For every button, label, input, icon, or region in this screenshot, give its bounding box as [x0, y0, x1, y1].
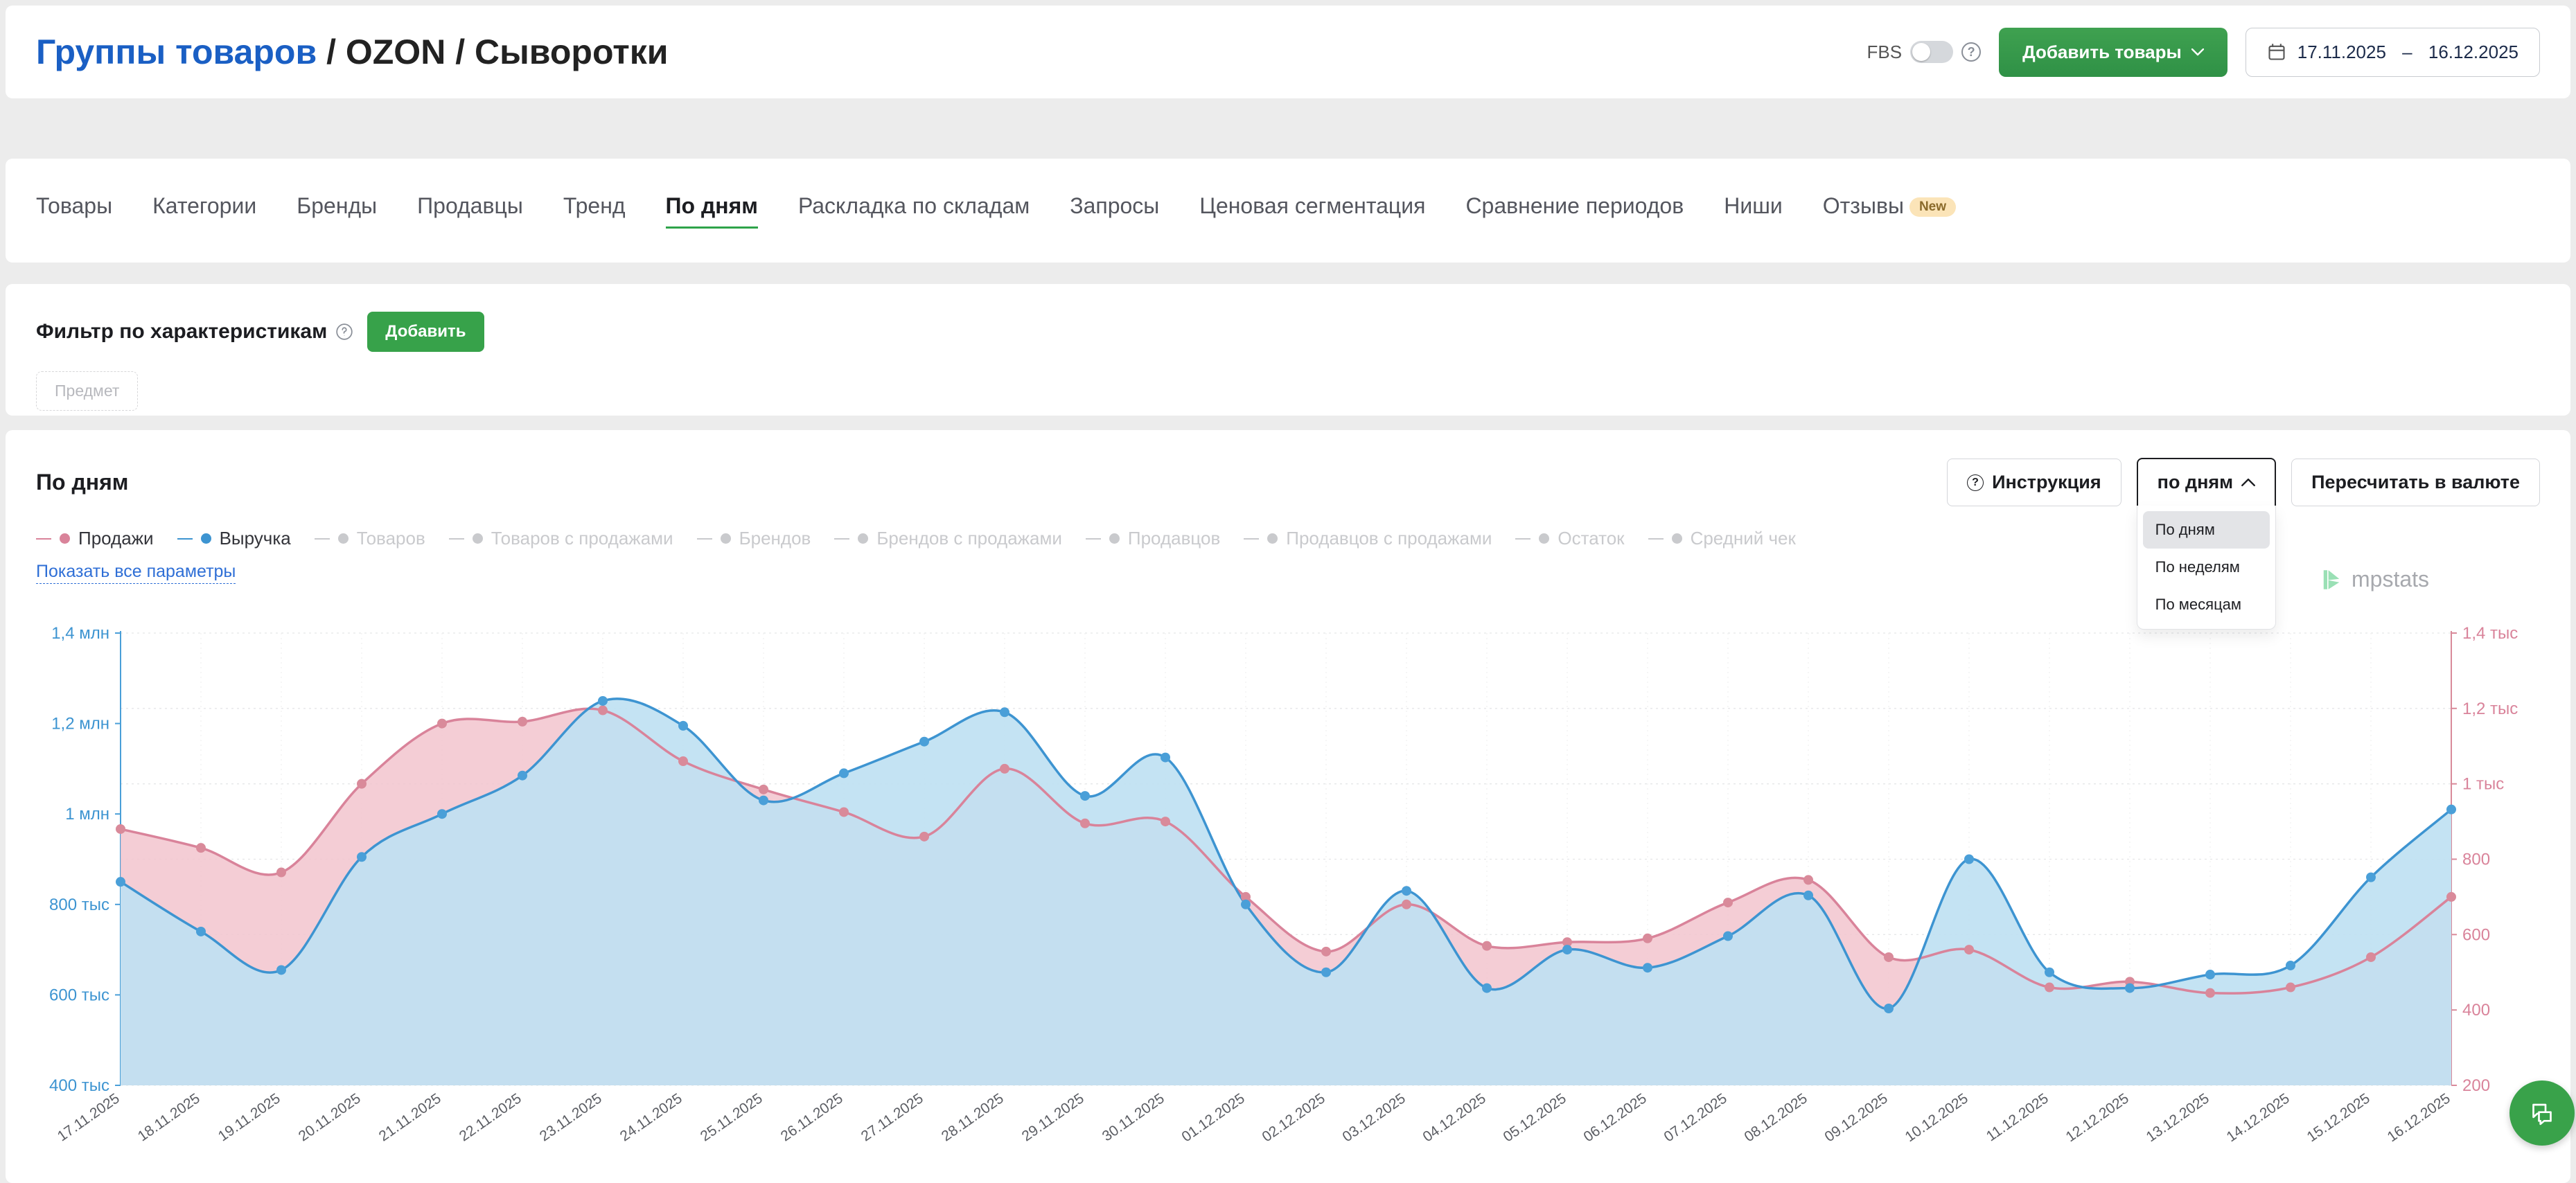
svg-text:03.12.2025: 03.12.2025 [1340, 1090, 1409, 1145]
svg-text:400 тыс: 400 тыс [49, 1076, 109, 1095]
svg-text:1,4 тыс: 1,4 тыс [2462, 624, 2518, 643]
svg-text:1,2 тыс: 1,2 тыс [2462, 700, 2518, 718]
svg-text:19.11.2025: 19.11.2025 [215, 1090, 283, 1144]
svg-text:200: 200 [2462, 1076, 2490, 1095]
svg-text:14.12.2025: 14.12.2025 [2224, 1090, 2293, 1145]
svg-text:06.12.2025: 06.12.2025 [1581, 1090, 1650, 1145]
svg-text:800 тыс: 800 тыс [49, 896, 109, 914]
svg-text:28.11.2025: 28.11.2025 [939, 1090, 1007, 1144]
svg-text:11.12.2025: 11.12.2025 [1984, 1090, 2052, 1144]
svg-text:800: 800 [2462, 851, 2490, 869]
svg-text:21.11.2025: 21.11.2025 [376, 1090, 444, 1144]
svg-text:30.11.2025: 30.11.2025 [1100, 1090, 1167, 1144]
svg-text:27.11.2025: 27.11.2025 [858, 1090, 926, 1144]
svg-text:24.11.2025: 24.11.2025 [617, 1090, 685, 1144]
svg-text:20.11.2025: 20.11.2025 [296, 1090, 364, 1144]
svg-text:01.12.2025: 01.12.2025 [1179, 1090, 1248, 1145]
svg-text:02.12.2025: 02.12.2025 [1260, 1090, 1328, 1145]
svg-text:08.12.2025: 08.12.2025 [1742, 1090, 1810, 1145]
svg-text:25.11.2025: 25.11.2025 [698, 1090, 766, 1144]
svg-text:400: 400 [2462, 1001, 2490, 1020]
svg-text:07.12.2025: 07.12.2025 [1661, 1090, 1730, 1145]
svg-text:10.12.2025: 10.12.2025 [1903, 1090, 1971, 1145]
svg-text:23.11.2025: 23.11.2025 [537, 1090, 605, 1144]
svg-text:600: 600 [2462, 925, 2490, 944]
svg-text:17.11.2025: 17.11.2025 [55, 1090, 123, 1144]
svg-text:15.12.2025: 15.12.2025 [2304, 1090, 2373, 1145]
svg-text:12.12.2025: 12.12.2025 [2063, 1090, 2132, 1145]
svg-text:1,4 млн: 1,4 млн [51, 624, 109, 643]
svg-text:26.11.2025: 26.11.2025 [778, 1090, 846, 1144]
svg-text:16.12.2025: 16.12.2025 [2385, 1090, 2453, 1145]
svg-text:22.11.2025: 22.11.2025 [457, 1090, 524, 1144]
svg-text:18.11.2025: 18.11.2025 [135, 1090, 203, 1144]
svg-text:600 тыс: 600 тыс [49, 986, 109, 1004]
svg-text:29.11.2025: 29.11.2025 [1019, 1090, 1087, 1144]
svg-text:05.12.2025: 05.12.2025 [1501, 1090, 1569, 1145]
svg-text:1 млн: 1 млн [65, 805, 109, 824]
svg-text:1 тыс: 1 тыс [2462, 775, 2504, 794]
svg-text:13.12.2025: 13.12.2025 [2144, 1090, 2212, 1145]
svg-text:04.12.2025: 04.12.2025 [1420, 1090, 1489, 1145]
svg-text:09.12.2025: 09.12.2025 [1822, 1090, 1891, 1145]
svg-text:1,2 млн: 1,2 млн [51, 715, 109, 733]
